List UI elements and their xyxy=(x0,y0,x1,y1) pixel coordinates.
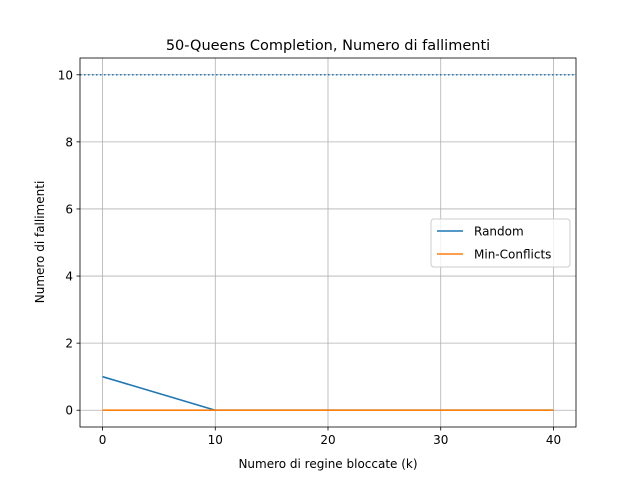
x-tick-label-0: 0 xyxy=(99,433,107,447)
x-axis-label: Numero di regine bloccate (k) xyxy=(238,457,417,471)
axis-ticks: 0 10 20 30 40 0 2 4 6 8 10 xyxy=(58,68,561,447)
x-tick-label-20: 20 xyxy=(320,433,335,447)
x-tick-label-40: 40 xyxy=(546,433,561,447)
series-layer xyxy=(102,375,554,412)
x-tick-label-30: 30 xyxy=(433,433,448,447)
y-tick-label-4: 4 xyxy=(65,270,73,284)
y-axis-label: Numero di fallimenti xyxy=(33,181,47,304)
y-tick-label-6: 6 xyxy=(65,202,73,216)
legend-label-random: Random xyxy=(474,225,524,239)
x-tick-label-10: 10 xyxy=(208,433,223,447)
chart-title: 50-Queens Completion, Numero di fallimen… xyxy=(166,38,490,54)
y-tick-label-0: 0 xyxy=(65,404,73,418)
y-tick-label-10: 10 xyxy=(58,68,73,82)
legend-box xyxy=(430,218,571,268)
legend: Random Min-Conflicts xyxy=(430,218,571,268)
legend-label-min-conflicts: Min-Conflicts xyxy=(474,248,551,262)
y-tick-label-2: 2 xyxy=(65,337,73,351)
y-tick-label-8: 8 xyxy=(65,135,73,149)
